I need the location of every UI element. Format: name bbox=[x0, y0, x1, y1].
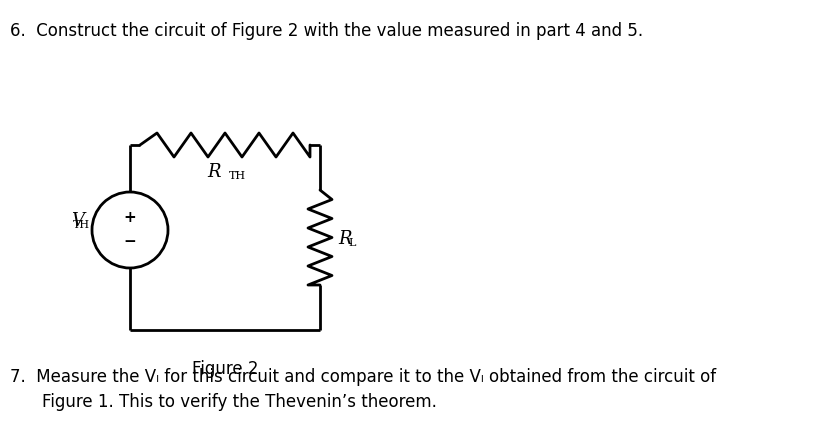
Text: TH: TH bbox=[229, 171, 246, 181]
Text: Figure 2: Figure 2 bbox=[191, 360, 258, 378]
Text: 7.  Measure the Vₗ for this circuit and compare it to the Vₗ obtained from the c: 7. Measure the Vₗ for this circuit and c… bbox=[10, 368, 716, 386]
Text: R: R bbox=[207, 163, 221, 181]
Text: −: − bbox=[124, 235, 136, 250]
Text: L: L bbox=[348, 238, 355, 248]
Text: Figure 1. This to verify the Thevenin’s theorem.: Figure 1. This to verify the Thevenin’s … bbox=[42, 393, 437, 411]
Text: +: + bbox=[124, 210, 136, 226]
Text: 6.  Construct the circuit of Figure 2 with the value measured in part 4 and 5.: 6. Construct the circuit of Figure 2 wit… bbox=[10, 22, 643, 40]
Text: R: R bbox=[338, 229, 351, 248]
Text: V: V bbox=[71, 212, 84, 230]
Text: TH: TH bbox=[73, 220, 90, 230]
